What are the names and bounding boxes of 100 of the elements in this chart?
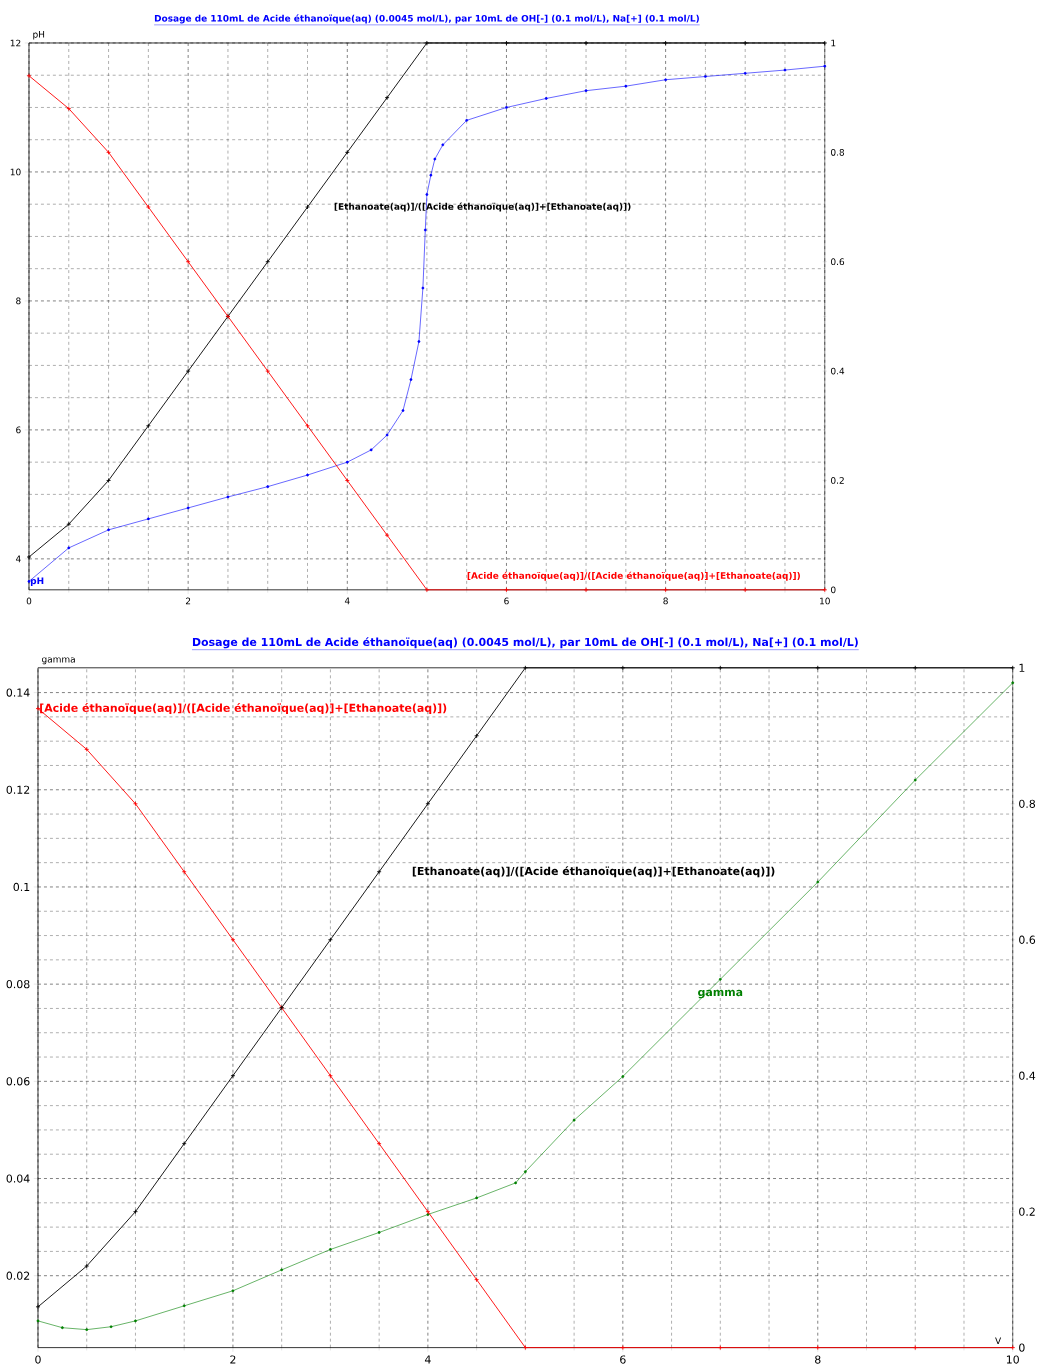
y2-tick-label: 0.4 <box>1019 1071 1036 1080</box>
point <box>475 1196 478 1200</box>
point <box>186 506 190 510</box>
y-tick-label: 0.12 <box>6 785 30 794</box>
point <box>66 106 72 112</box>
point <box>27 580 31 583</box>
point <box>231 1289 235 1293</box>
point <box>913 778 917 782</box>
point <box>572 1118 576 1122</box>
y-tick-label: 0.1 <box>13 882 30 892</box>
point <box>181 869 187 875</box>
y2-tick-label: 0.8 <box>830 148 845 156</box>
point <box>823 64 827 68</box>
x-tick-label: 8 <box>663 597 668 605</box>
x-axis-title: V <box>995 1337 1002 1345</box>
y-tick-label: 10 <box>10 168 21 176</box>
y-tick-label: 0.08 <box>6 980 30 989</box>
point <box>327 937 333 943</box>
point <box>583 40 589 46</box>
point <box>280 1268 284 1272</box>
point <box>505 106 508 109</box>
x-tick-label: 10 <box>1006 1355 1019 1364</box>
point <box>417 340 421 343</box>
point <box>107 528 110 532</box>
point <box>816 880 820 884</box>
point <box>84 746 90 752</box>
y-tick-label: 0.04 <box>6 1174 30 1183</box>
point <box>703 75 707 78</box>
point <box>620 665 626 671</box>
point <box>717 665 723 671</box>
y2-tick-label: 0 <box>1019 1343 1025 1352</box>
y-tick-label: 0.14 <box>6 688 30 697</box>
point <box>401 409 405 412</box>
point <box>743 71 747 75</box>
point <box>145 423 151 429</box>
x-tick-label: 6 <box>620 1355 626 1364</box>
point <box>620 1345 626 1351</box>
point <box>425 193 429 196</box>
point <box>36 1319 40 1323</box>
point <box>230 937 236 943</box>
point <box>441 143 445 147</box>
y2-tick-label: 0.8 <box>1019 799 1035 808</box>
point <box>815 1345 821 1351</box>
point <box>182 1304 186 1308</box>
point <box>266 485 270 489</box>
point <box>305 423 310 429</box>
point <box>305 204 310 210</box>
point <box>421 286 425 290</box>
point <box>66 521 72 527</box>
y2-tick-label: 0.2 <box>830 477 844 484</box>
point <box>522 665 528 671</box>
y-tick-label: 0.02 <box>6 1271 30 1280</box>
point <box>409 378 413 381</box>
point <box>185 259 191 265</box>
point <box>474 1277 480 1283</box>
y-axis-title: pH <box>33 31 45 40</box>
point <box>376 869 382 875</box>
x-tick-label: 2 <box>230 1355 236 1364</box>
x-tick-label: 0 <box>35 1355 41 1364</box>
point <box>384 95 390 101</box>
point <box>181 1141 187 1147</box>
point <box>60 1326 64 1330</box>
point <box>912 1345 918 1351</box>
x-tick-label: 6 <box>504 597 509 605</box>
point <box>624 84 628 88</box>
point <box>663 40 669 46</box>
point <box>226 495 230 499</box>
point <box>345 460 349 464</box>
point <box>429 173 433 177</box>
point <box>265 259 271 265</box>
point <box>503 40 509 46</box>
x-tick-label: 4 <box>424 1355 431 1364</box>
x-tick-label: 10 <box>820 597 830 605</box>
y-axis-title: gamma <box>41 657 75 665</box>
y-tick-label: 8 <box>16 297 21 305</box>
point <box>385 433 389 437</box>
point <box>230 1073 236 1079</box>
point <box>1011 681 1015 685</box>
point <box>742 587 748 593</box>
y2-tick-label: 0.4 <box>830 367 845 375</box>
point <box>423 228 427 232</box>
point <box>327 1073 333 1079</box>
y2-tick-label: 1 <box>1019 663 1025 672</box>
point <box>425 1209 431 1215</box>
x-tick-label: 0 <box>26 597 32 605</box>
point <box>663 587 669 593</box>
point <box>344 478 350 483</box>
point <box>106 478 111 483</box>
point <box>523 1170 527 1174</box>
point <box>425 801 431 807</box>
x-tick-label: 4 <box>344 597 350 605</box>
point <box>106 149 111 155</box>
point <box>433 157 437 161</box>
point <box>664 78 667 82</box>
y2-tick-label: 0 <box>830 586 836 594</box>
point <box>265 368 271 374</box>
text: [Ethanoate(aq)]/([Acide éthanoïque(aq)]+[Ethanoate(aq)]) <box>412 866 775 878</box>
point <box>465 118 469 122</box>
point <box>514 1181 517 1185</box>
y2-tick-label: 0.6 <box>1019 935 1036 944</box>
